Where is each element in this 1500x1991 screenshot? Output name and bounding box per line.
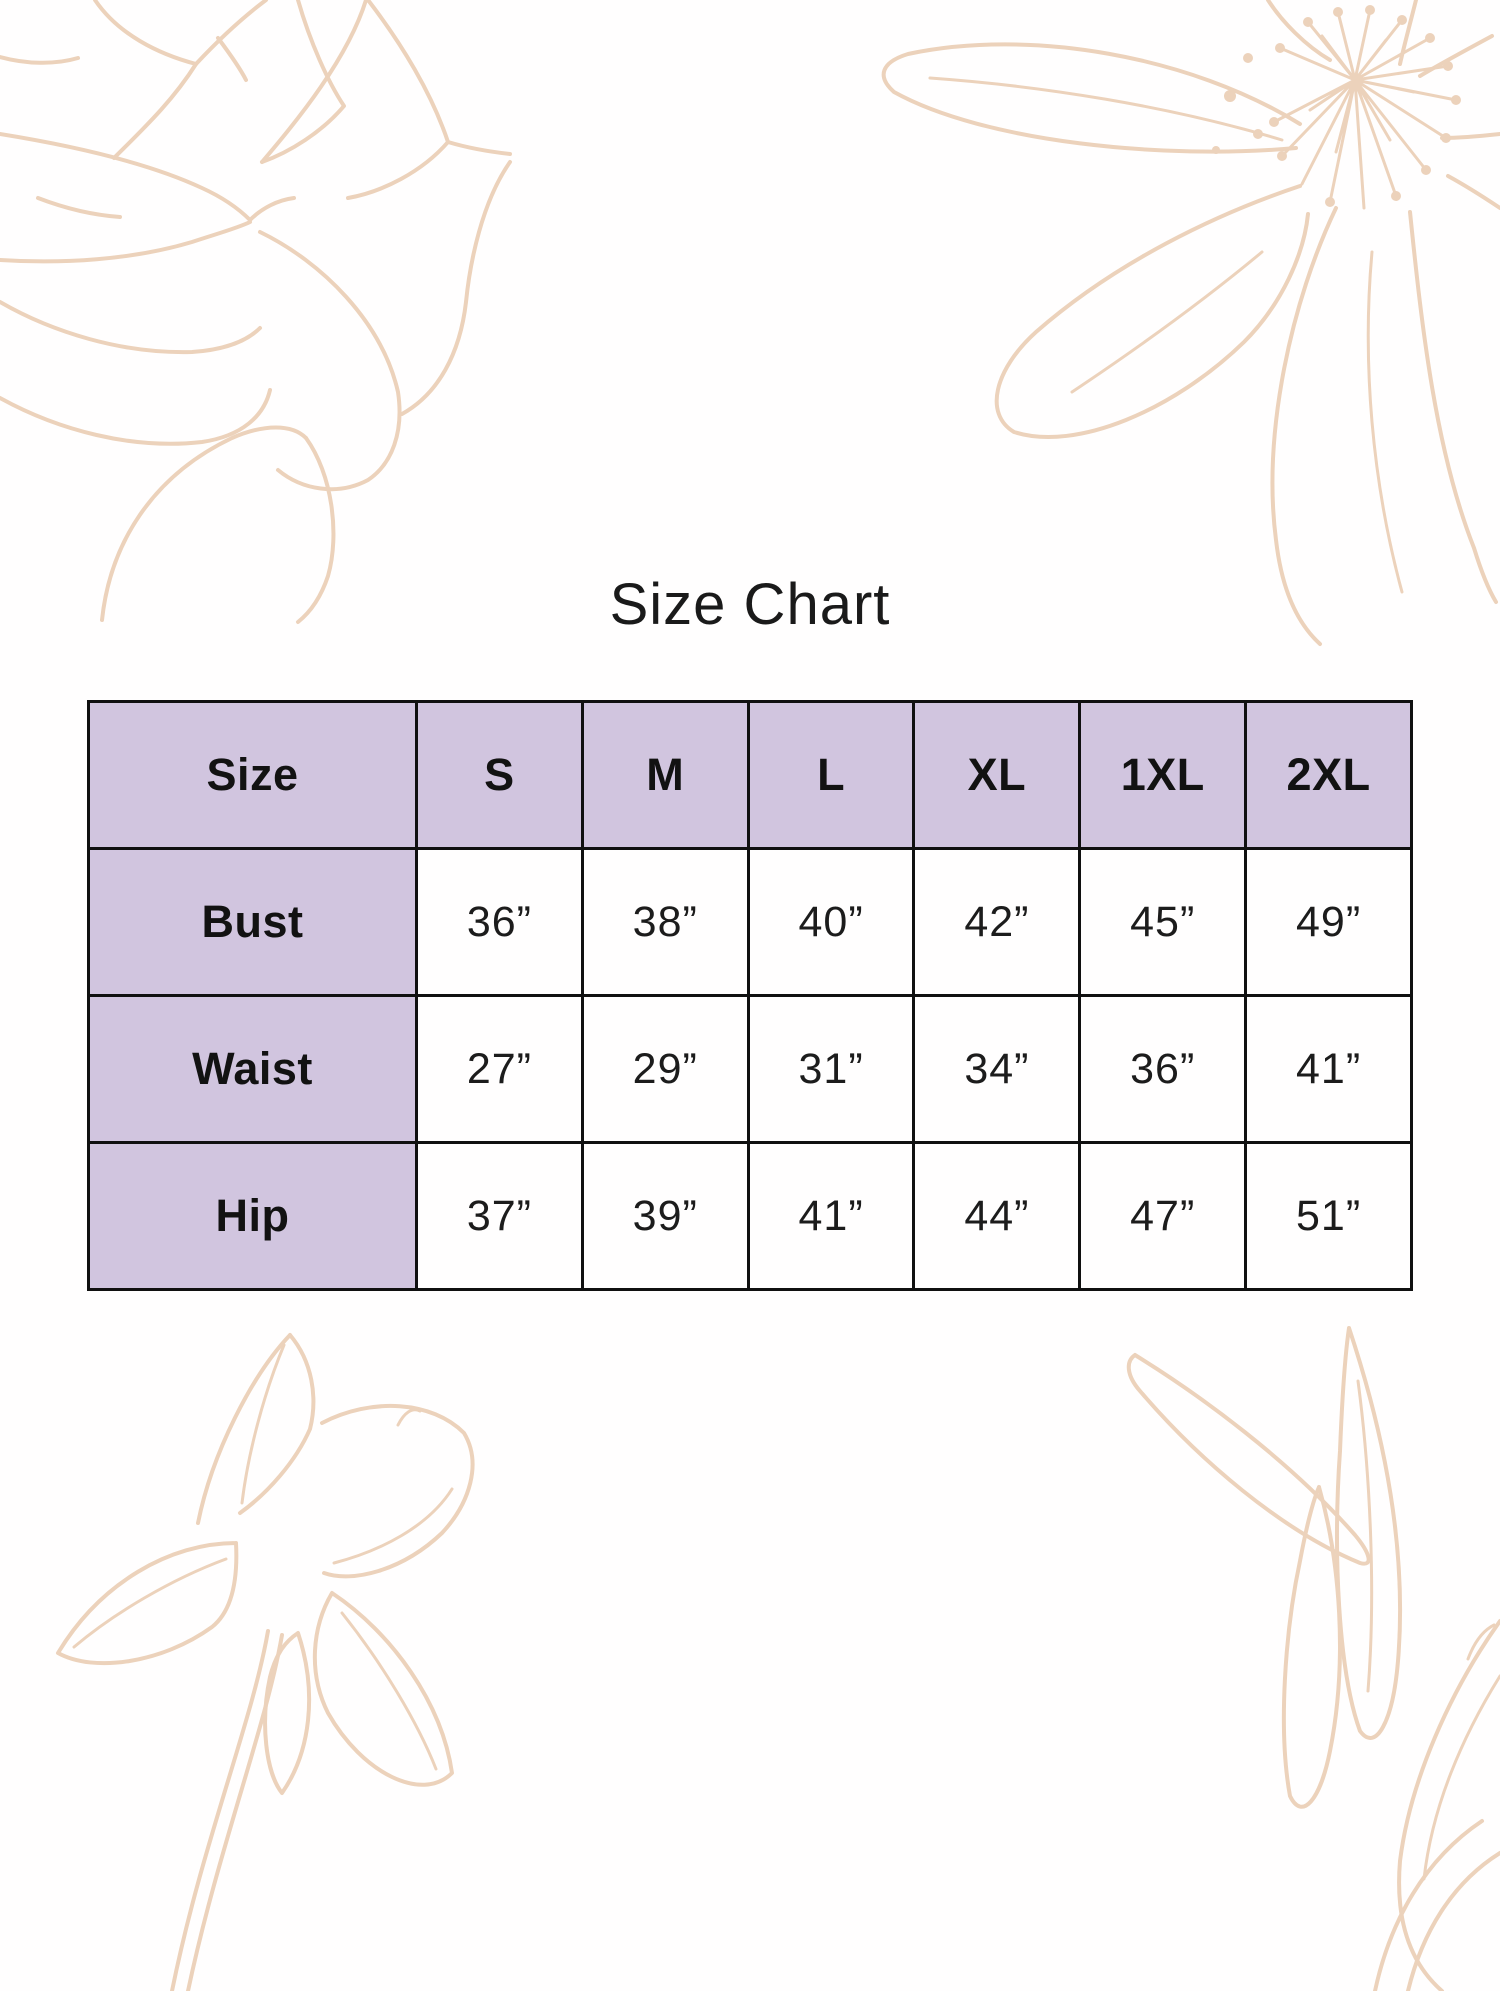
header-row: Size S M L XL 1XL 2XL bbox=[87, 700, 1413, 850]
flower-sketch-top-right-icon bbox=[881, 0, 1500, 646]
table-row-hip: Hip 37” 39” 41” 44” 47” 51” bbox=[87, 1141, 1413, 1291]
size-chart-table: Size S M L XL 1XL 2XL Bust 36” 38” 40” 4… bbox=[87, 700, 1413, 1291]
flower-sketch-bottom-left-icon bbox=[56, 1333, 475, 1991]
cell-hip-2xl: 51” bbox=[1244, 1141, 1413, 1291]
cell-bust-m: 38” bbox=[580, 847, 750, 997]
cell-waist-1xl: 36” bbox=[1078, 994, 1248, 1144]
cell-waist-2xl: 41” bbox=[1244, 994, 1413, 1144]
cell-hip-m: 39” bbox=[580, 1141, 750, 1291]
cell-bust-2xl: 49” bbox=[1244, 847, 1413, 997]
header-cell-l: L bbox=[746, 700, 916, 850]
row-label-waist: Waist bbox=[87, 994, 418, 1144]
cell-hip-xl: 44” bbox=[912, 1141, 1082, 1291]
cell-hip-l: 41” bbox=[746, 1141, 916, 1291]
row-label-hip: Hip bbox=[87, 1141, 418, 1291]
cell-bust-1xl: 45” bbox=[1078, 847, 1248, 997]
cell-waist-s: 27” bbox=[415, 994, 584, 1144]
flower-sketch-top-left-icon bbox=[0, 0, 512, 624]
header-cell-1xl: 1XL bbox=[1078, 700, 1248, 850]
cell-hip-s: 37” bbox=[415, 1141, 584, 1291]
header-cell-s: S bbox=[415, 700, 584, 850]
leaves-sketch-bottom-right-icon bbox=[1126, 1326, 1500, 1991]
cell-waist-xl: 34” bbox=[912, 994, 1082, 1144]
cell-bust-xl: 42” bbox=[912, 847, 1082, 997]
table-row-bust: Bust 36” 38” 40” 42” 45” 49” bbox=[87, 847, 1413, 997]
page-title: Size Chart bbox=[609, 572, 891, 637]
header-cell-2xl: 2XL bbox=[1244, 700, 1413, 850]
cell-bust-l: 40” bbox=[746, 847, 916, 997]
cell-bust-s: 36” bbox=[415, 847, 584, 997]
cell-waist-m: 29” bbox=[580, 994, 750, 1144]
row-label-bust: Bust bbox=[87, 847, 418, 997]
header-cell-size: Size bbox=[87, 700, 418, 850]
header-cell-xl: XL bbox=[912, 700, 1082, 850]
header-cell-m: M bbox=[580, 700, 750, 850]
cell-waist-l: 31” bbox=[746, 994, 916, 1144]
cell-hip-1xl: 47” bbox=[1078, 1141, 1248, 1291]
table-row-waist: Waist 27” 29” 31” 34” 36” 41” bbox=[87, 994, 1413, 1144]
